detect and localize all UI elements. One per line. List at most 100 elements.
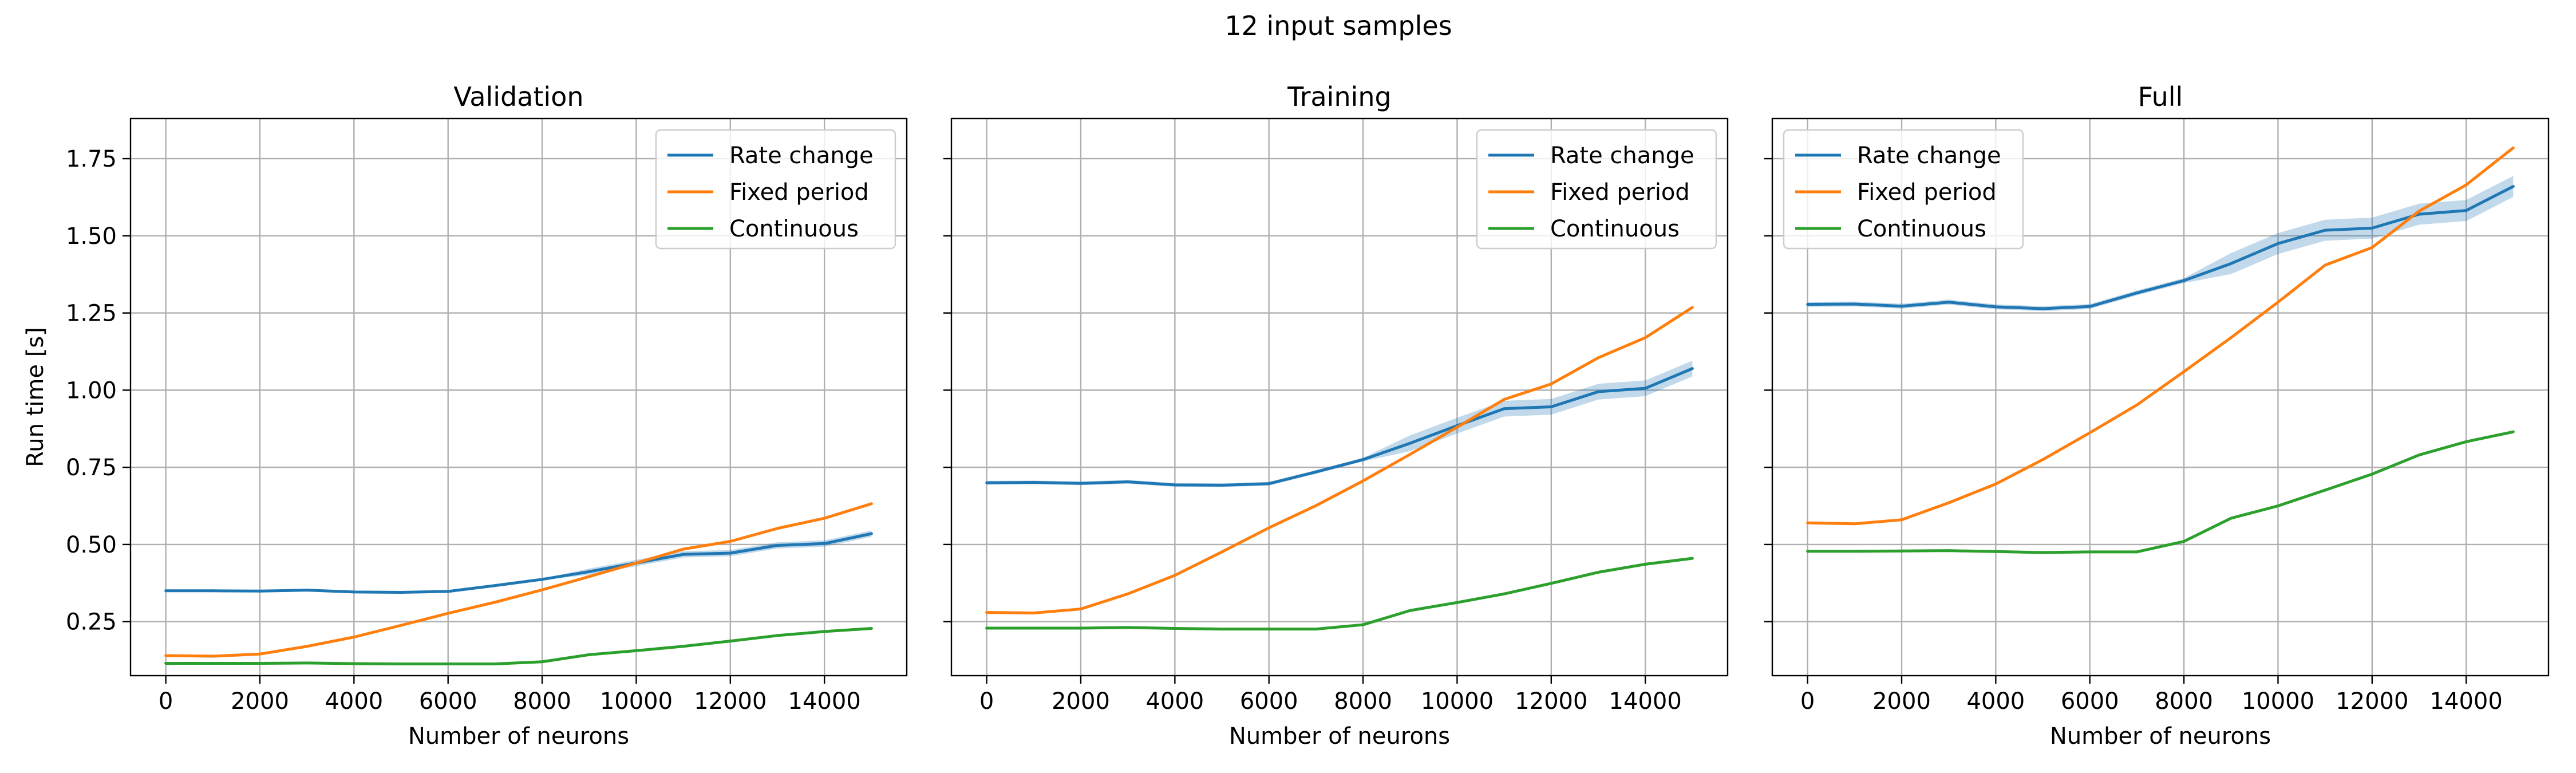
data-point-rate-change (2324, 228, 2327, 232)
x-tick-label: 4000 (325, 688, 383, 715)
x-tick-label: 0 (979, 688, 994, 715)
data-point-rate-change (587, 570, 591, 573)
series-line-continuous (986, 557, 1693, 631)
data-point-continuous (2511, 430, 2515, 433)
data-point-rate-change (1408, 441, 1412, 445)
data-point-rate-change (1173, 483, 1176, 487)
data-point-rate-change (2135, 291, 2139, 295)
data-point-continuous (729, 640, 732, 643)
legend-box (1476, 129, 1717, 250)
data-point-fixed-period (1079, 608, 1082, 611)
x-tick-label: 6000 (2061, 688, 2119, 715)
legend-box (655, 129, 896, 250)
data-point-fixed-period (1690, 306, 1694, 309)
data-point-fixed-period (2324, 263, 2327, 267)
data-point-fixed-period (1806, 521, 1809, 524)
data-point-fixed-period (1267, 526, 1271, 530)
x-tick-label: 10000 (1421, 688, 1494, 715)
data-point-fixed-period (1947, 501, 1950, 504)
data-point-rate-change (1220, 483, 1224, 487)
data-point-continuous (1947, 549, 1950, 553)
data-point-rate-change (2417, 212, 2421, 216)
series-line-fixed-period (986, 306, 1693, 615)
data-point-continuous (587, 653, 591, 656)
axes-frame (129, 117, 908, 677)
data-point-fixed-period (1994, 482, 1997, 486)
data-point-fixed-period (2088, 431, 2092, 435)
data-point-fixed-period (2229, 336, 2233, 340)
data-point-continuous (164, 661, 168, 665)
data-point-rate-change (776, 544, 779, 547)
data-point-continuous (258, 661, 262, 665)
data-point-continuous (1503, 592, 1506, 595)
legend: Rate change Fixed period Continuous (1783, 129, 2024, 250)
legend-label-rate-change: Rate change (1550, 143, 1694, 169)
legend-box (1783, 129, 2024, 250)
data-point-continuous (1690, 557, 1694, 560)
y-tick-label: 1.25 (66, 301, 117, 327)
data-point-continuous (1806, 550, 1809, 553)
x-axis-label: Number of neurons (2050, 723, 2271, 750)
data-point-fixed-period (1597, 356, 1600, 360)
data-point-rate-change (1853, 302, 1856, 306)
data-point-fixed-period (1220, 550, 1224, 554)
data-point-continuous (2370, 472, 2374, 476)
legend-label-continuous: Continuous (1857, 216, 1986, 242)
x-tick-label: 0 (159, 688, 173, 715)
x-tick-label: 14000 (2430, 688, 2503, 715)
x-tick-label: 12000 (2336, 688, 2408, 715)
data-point-rate-change (400, 590, 403, 594)
data-point-fixed-period (540, 588, 544, 591)
data-point-continuous (682, 645, 685, 648)
data-point-continuous (823, 630, 826, 633)
y-axis-label: Run time [s] (22, 327, 49, 467)
data-point-rate-change (682, 553, 685, 556)
data-point-fixed-period (2276, 301, 2279, 304)
series-line-fixed-period (1807, 147, 2514, 526)
panel-title: Validation (453, 81, 583, 112)
data-point-fixed-period (2182, 370, 2186, 373)
data-point-fixed-period (164, 654, 168, 657)
data-point-rate-change (540, 578, 544, 581)
x-tick-label: 14000 (1609, 688, 1682, 715)
series-line-fixed-period (165, 502, 872, 658)
data-point-fixed-period (493, 601, 497, 604)
data-point-rate-change (493, 584, 497, 587)
data-point-continuous (776, 634, 779, 637)
data-point-continuous (1173, 627, 1176, 630)
x-tick-label: 8000 (1334, 688, 1392, 715)
x-tick-label: 0 (1800, 688, 1815, 715)
x-tick-label: 2000 (231, 688, 289, 715)
data-point-fixed-period (1126, 592, 1129, 595)
data-point-fixed-period (1503, 398, 1506, 401)
data-point-fixed-period (352, 636, 355, 639)
data-point-continuous (1220, 628, 1224, 631)
data-point-rate-change (447, 590, 450, 593)
data-point-rate-change (164, 589, 168, 593)
data-point-continuous (870, 627, 873, 630)
y-tick-label: 0.25 (66, 609, 117, 636)
data-point-continuous (985, 626, 989, 630)
data-point-continuous (305, 661, 309, 665)
panel-title: Training (1287, 81, 1392, 112)
data-point-continuous (211, 661, 215, 665)
y-tick-label: 0.50 (66, 532, 117, 558)
legend-label-continuous: Continuous (1550, 216, 1680, 242)
data-point-continuous (1900, 549, 1903, 553)
data-point-continuous (1550, 582, 1553, 585)
data-point-fixed-period (870, 502, 873, 506)
data-point-fixed-period (2041, 458, 2045, 462)
data-point-continuous (1267, 628, 1271, 631)
data-point-fixed-period (587, 575, 591, 578)
data-point-fixed-period (2511, 146, 2515, 149)
x-tick-label: 12000 (694, 688, 767, 715)
data-point-rate-change (1361, 458, 1365, 462)
data-point-fixed-period (1900, 518, 1903, 522)
data-point-fixed-period (1853, 522, 1856, 526)
y-tick-label: 1.50 (66, 223, 117, 250)
data-point-continuous (1455, 601, 1459, 604)
data-point-continuous (1126, 626, 1129, 629)
legend-label-rate-change: Rate change (1857, 143, 2001, 169)
series-line-rate-change (986, 367, 1693, 487)
